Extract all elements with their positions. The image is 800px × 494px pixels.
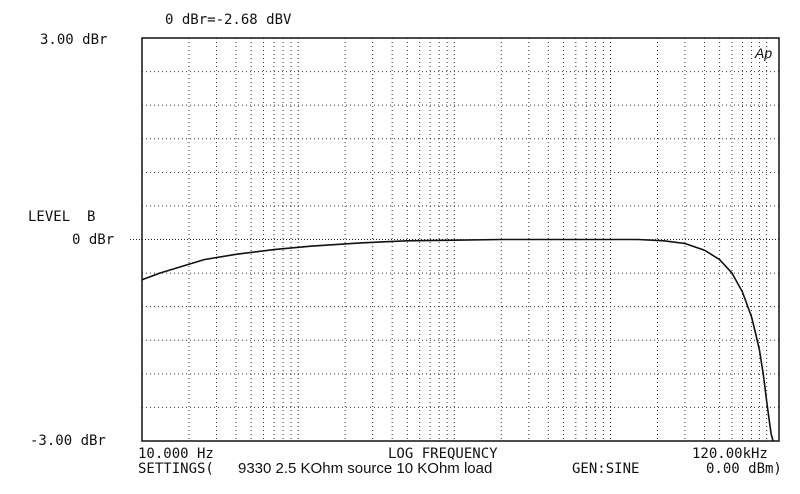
settings-prefix: SETTINGS( (138, 461, 214, 477)
y-tick-label-top: 3.00 dBr (40, 32, 108, 48)
settings-note: 9330 2.5 KOhm source 10 KOhm load (238, 460, 493, 477)
y-tick-label-bottom: -3.00 dBr (30, 433, 106, 449)
y-axis-title: LEVEL B (28, 209, 96, 225)
series-line (141, 238, 774, 442)
x-axis-title: LOG FREQUENCY (388, 446, 498, 462)
x-tick-label-right: 120.00kHz (692, 446, 768, 462)
x-tick-label-left: 10.000 Hz (138, 446, 214, 462)
generator-type: GEN:SINE (572, 461, 640, 477)
ap-logo: Ap (754, 45, 772, 61)
plot-frame (141, 37, 780, 442)
generator-level: 0.00 dBm) (706, 461, 782, 477)
reference-note: 0 dBr=-2.68 dBV (165, 12, 292, 28)
y-tick-label-zero: 0 dBr (72, 232, 115, 248)
